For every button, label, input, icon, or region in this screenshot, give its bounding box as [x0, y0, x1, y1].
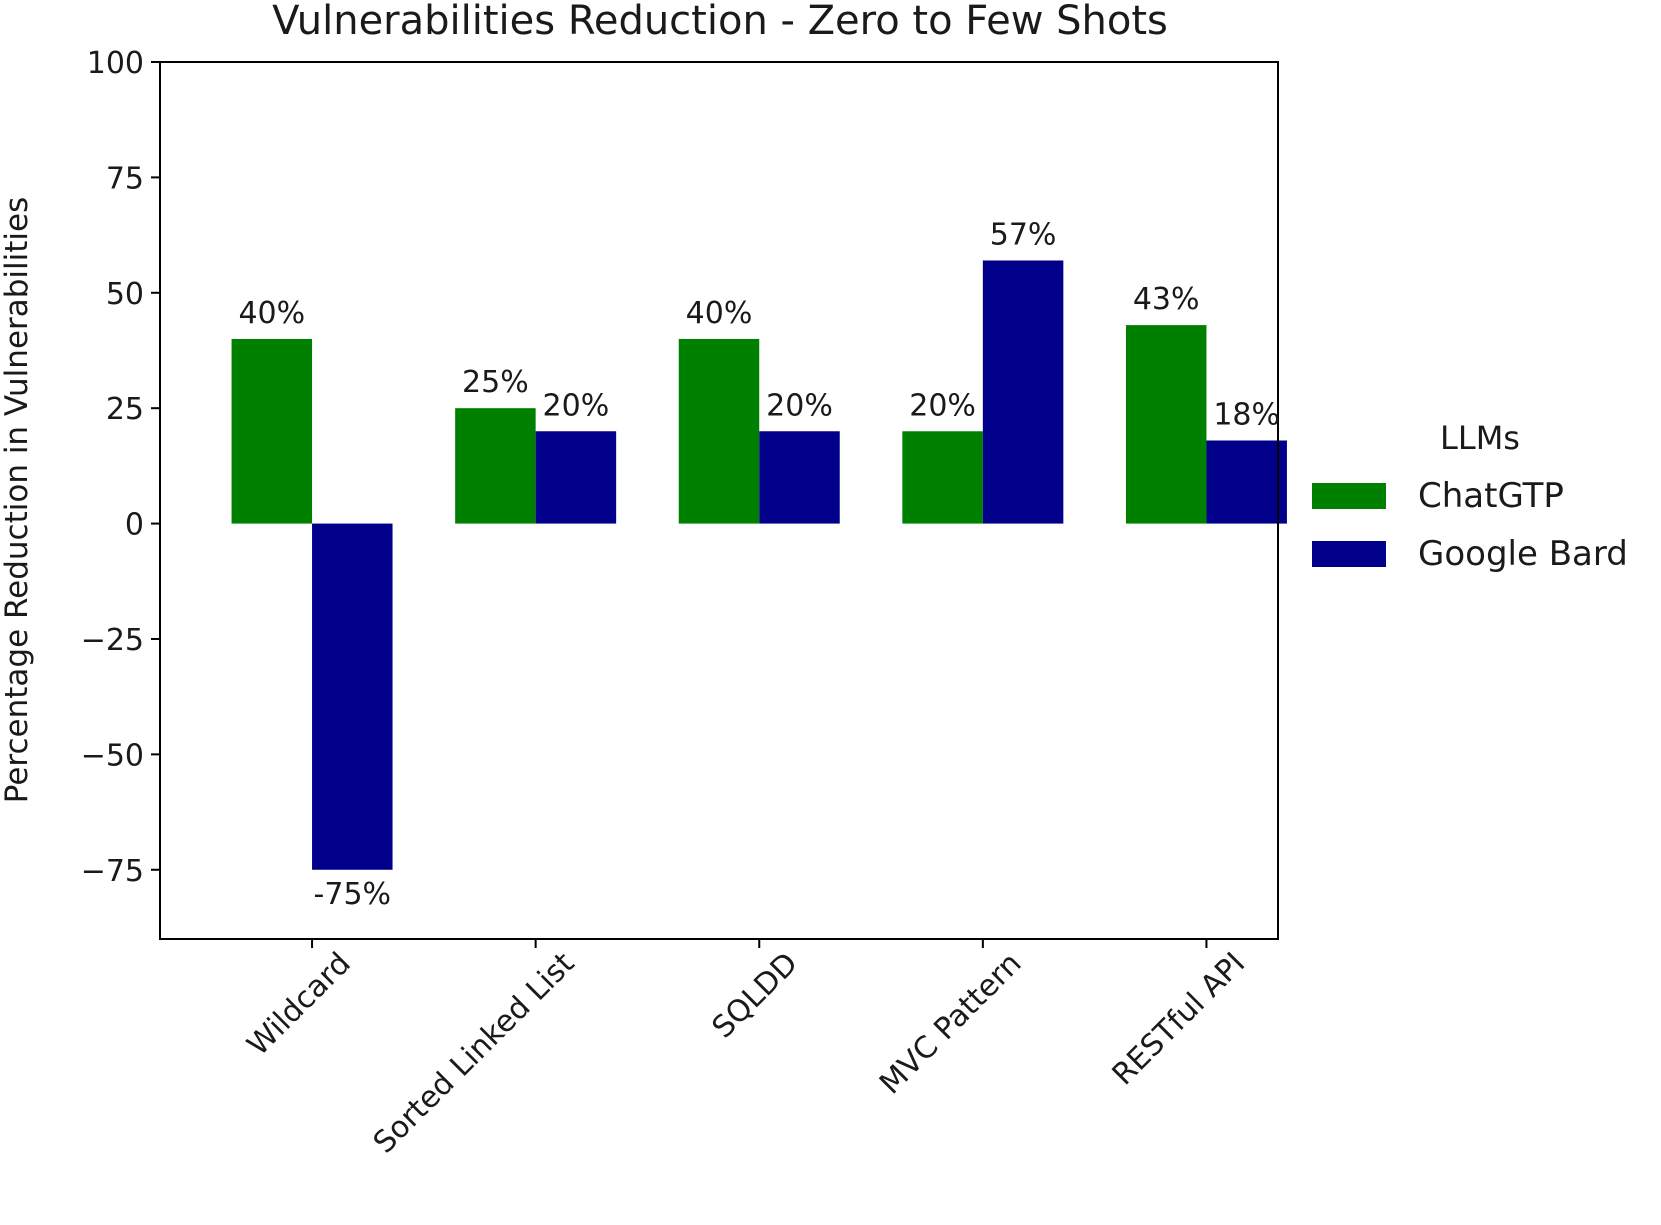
y-tick-label: −25 [81, 623, 144, 658]
y-tick-label: 0 [125, 508, 144, 543]
legend-swatch-google-bard [1312, 541, 1386, 567]
data-label-google-bard-restful-api: 18% [1213, 397, 1280, 432]
y-tick-label: −50 [81, 738, 144, 773]
bar-chatgtp-sorted-linked-list [455, 408, 536, 524]
bar-google-bard-restful-api [1206, 440, 1287, 524]
x-tick-label-mvc-pattern: MVC Pattern [873, 946, 1028, 1101]
chart-title: Vulnerabilities Reduction - Zero to Few … [272, 0, 1168, 44]
bars-layer [231, 260, 1287, 870]
data-label-chatgtp-sorted-linked-list: 25% [462, 365, 529, 400]
data-label-google-bard-mvc-pattern: 57% [990, 217, 1057, 252]
data-label-chatgtp-sqldd: 40% [686, 296, 753, 331]
y-tick-label: −75 [81, 854, 144, 889]
legend-label-chatgtp: ChatGTP [1418, 476, 1564, 516]
y-tick-label: 50 [106, 277, 144, 312]
bar-google-bard-sorted-linked-list [535, 431, 617, 524]
data-labels: 40% -75% 25% 20% 40% 20% 20% 57% 43% 18% [238, 217, 1280, 911]
y-axis: 100 75 50 25 0 −25 −50 −75 [81, 46, 160, 889]
x-tick-label-restful-api: RESTful API [1106, 946, 1252, 1092]
legend: LLMs ChatGTP Google Bard [1312, 419, 1628, 574]
x-axis: Wildcard Sorted Linked List SQLDD MVC Patte… [241, 939, 1252, 1160]
y-tick-label: 75 [106, 161, 144, 196]
x-tick-label-sqldd: SQLDD [706, 946, 805, 1045]
data-label-google-bard-wildcard: -75% [314, 877, 392, 912]
data-label-chatgtp-wildcard: 40% [238, 296, 305, 331]
y-tick-label: 25 [106, 392, 144, 427]
plot-frame [159, 61, 1279, 940]
legend-label-google-bard: Google Bard [1418, 534, 1628, 574]
bar-chatgtp-restful-api [1125, 325, 1207, 524]
data-label-chatgtp-restful-api: 43% [1133, 282, 1200, 317]
y-tick-label: 100 [87, 46, 144, 81]
bar-chatgtp-mvc-pattern [902, 431, 983, 524]
legend-title: LLMs [1440, 419, 1520, 457]
data-label-chatgtp-mvc-pattern: 20% [909, 388, 976, 423]
data-label-google-bard-sqldd: 20% [766, 388, 833, 423]
legend-swatch-chatgtp [1312, 483, 1386, 509]
data-label-google-bard-sorted-linked-list: 20% [543, 388, 610, 423]
x-tick-label-sorted-linked-list: Sorted Linked List [367, 946, 582, 1161]
bar-google-bard-wildcard [312, 523, 393, 870]
bar-google-bard-mvc-pattern [982, 260, 1064, 524]
bar-google-bard-sqldd [759, 431, 840, 524]
bar-chatgtp-wildcard [231, 338, 313, 524]
x-tick-label-wildcard: Wildcard [241, 946, 358, 1063]
y-axis-label: Percentage Reduction in Vulnerabilities [0, 197, 35, 804]
bar-chatgtp-sqldd [678, 338, 760, 524]
